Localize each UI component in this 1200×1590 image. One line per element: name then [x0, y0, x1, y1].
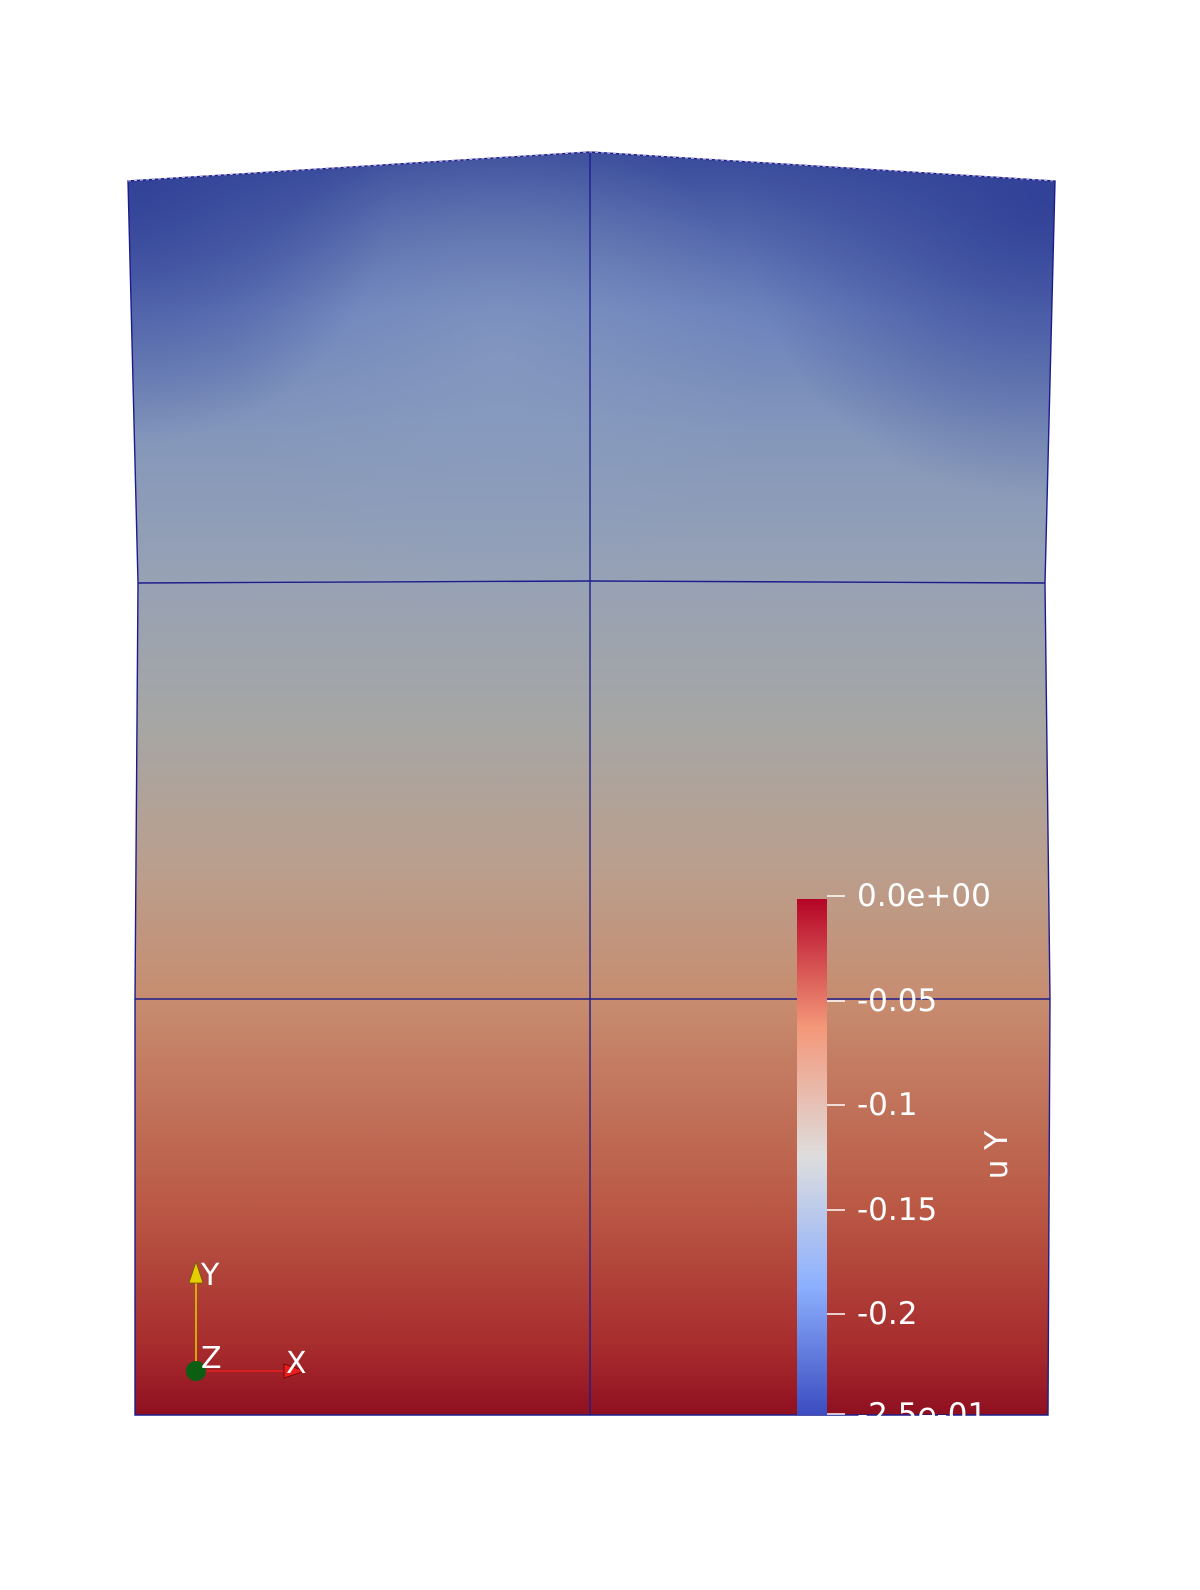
y-axis-arrow [188, 1260, 204, 1284]
scalar-bar-label-4: -0.2 [857, 1296, 918, 1332]
scalar-bar-label-0: 0.0e+00 [857, 878, 991, 914]
x-axis-arrow [283, 1363, 307, 1379]
scalar-bar-label-1: -0.05 [857, 983, 937, 1019]
scalar-bar-label-5: -2.5e-01 [857, 1397, 987, 1433]
scalar-bar: 0.0e+00 -0.05 -0.1 -0.15 -0.2 -2.5e-01 u… [797, 878, 1015, 1433]
x-axis-label: X [286, 1346, 307, 1381]
z-axis-marker [186, 1361, 206, 1381]
mesh-top-highlight [127, 151, 1056, 182]
scalar-bar-label-2: -0.1 [857, 1087, 918, 1123]
mesh-outline [127, 151, 1056, 1416]
deformed-mesh [128, 152, 1055, 1415]
scalar-bar-ticks [827, 895, 845, 1415]
y-axis-label: Y [200, 1258, 220, 1293]
scalar-bar-gradient [797, 899, 827, 1415]
mesh-edges [127, 151, 1056, 1416]
orientation-axes: Y X Z [186, 1258, 307, 1381]
z-axis-label: Z [201, 1341, 222, 1376]
scalar-bar-title: u Y [979, 1131, 1015, 1180]
mesh-edge-horizontal-upper [137, 580, 1046, 584]
scalar-bar-label-3: -0.15 [857, 1192, 937, 1228]
